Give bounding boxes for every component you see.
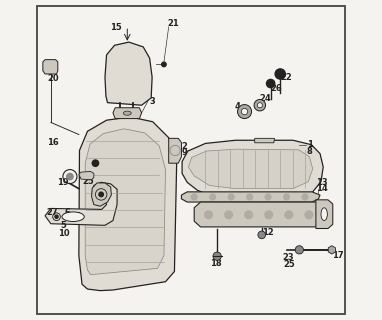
Text: 6: 6 [65,208,70,217]
Circle shape [205,211,212,219]
Text: 22: 22 [281,73,293,82]
Polygon shape [85,129,165,275]
Text: 14: 14 [316,184,328,193]
Text: 26: 26 [270,84,282,93]
Polygon shape [328,246,335,254]
Text: 5: 5 [61,221,66,230]
Text: 20: 20 [47,74,59,83]
Circle shape [245,211,253,219]
Polygon shape [113,108,142,119]
Text: 3: 3 [150,97,155,106]
Polygon shape [255,138,275,143]
Text: 11: 11 [70,212,81,221]
Circle shape [99,192,104,197]
Circle shape [241,108,248,115]
Text: 18: 18 [210,259,222,268]
Circle shape [225,211,232,219]
Text: 15: 15 [110,23,122,32]
Polygon shape [182,140,323,197]
Text: 27: 27 [47,208,58,217]
Polygon shape [43,60,58,74]
Circle shape [265,211,273,219]
Text: 1: 1 [307,140,312,149]
Polygon shape [92,183,111,206]
Text: 17: 17 [332,251,343,260]
Ellipse shape [62,212,84,221]
Text: 23: 23 [282,253,294,262]
Ellipse shape [321,208,327,220]
Ellipse shape [123,111,131,115]
Circle shape [213,252,221,260]
Text: 21: 21 [167,19,179,28]
Circle shape [210,194,215,200]
Text: 8: 8 [307,147,312,156]
Polygon shape [45,182,117,225]
Circle shape [284,194,290,200]
Polygon shape [181,192,320,202]
Polygon shape [169,138,181,163]
Circle shape [265,194,271,200]
Polygon shape [105,42,152,105]
Circle shape [285,211,293,219]
Circle shape [55,215,58,218]
Circle shape [305,211,313,219]
Circle shape [67,173,73,180]
Circle shape [258,231,265,239]
Polygon shape [194,202,324,227]
Circle shape [191,194,197,200]
Polygon shape [79,172,94,180]
Circle shape [257,103,262,108]
Circle shape [254,100,265,111]
Text: 25: 25 [283,260,295,269]
Text: 10: 10 [58,229,70,238]
Circle shape [162,62,166,67]
Text: 9: 9 [182,148,188,157]
Text: 13: 13 [316,178,328,187]
Circle shape [295,246,303,254]
Circle shape [92,160,99,166]
Circle shape [267,79,275,88]
Circle shape [238,105,251,119]
Polygon shape [188,149,313,189]
Circle shape [275,69,285,79]
Circle shape [247,194,253,200]
Text: 19: 19 [57,178,69,187]
Text: 12: 12 [262,228,274,237]
Polygon shape [316,200,333,228]
Text: 4: 4 [234,102,240,111]
Circle shape [302,194,308,200]
Text: 24: 24 [259,94,271,103]
Polygon shape [79,117,176,291]
Text: 16: 16 [47,138,59,147]
Circle shape [329,247,334,252]
Circle shape [228,194,234,200]
Text: 2: 2 [182,142,188,151]
Text: 25: 25 [83,177,94,186]
